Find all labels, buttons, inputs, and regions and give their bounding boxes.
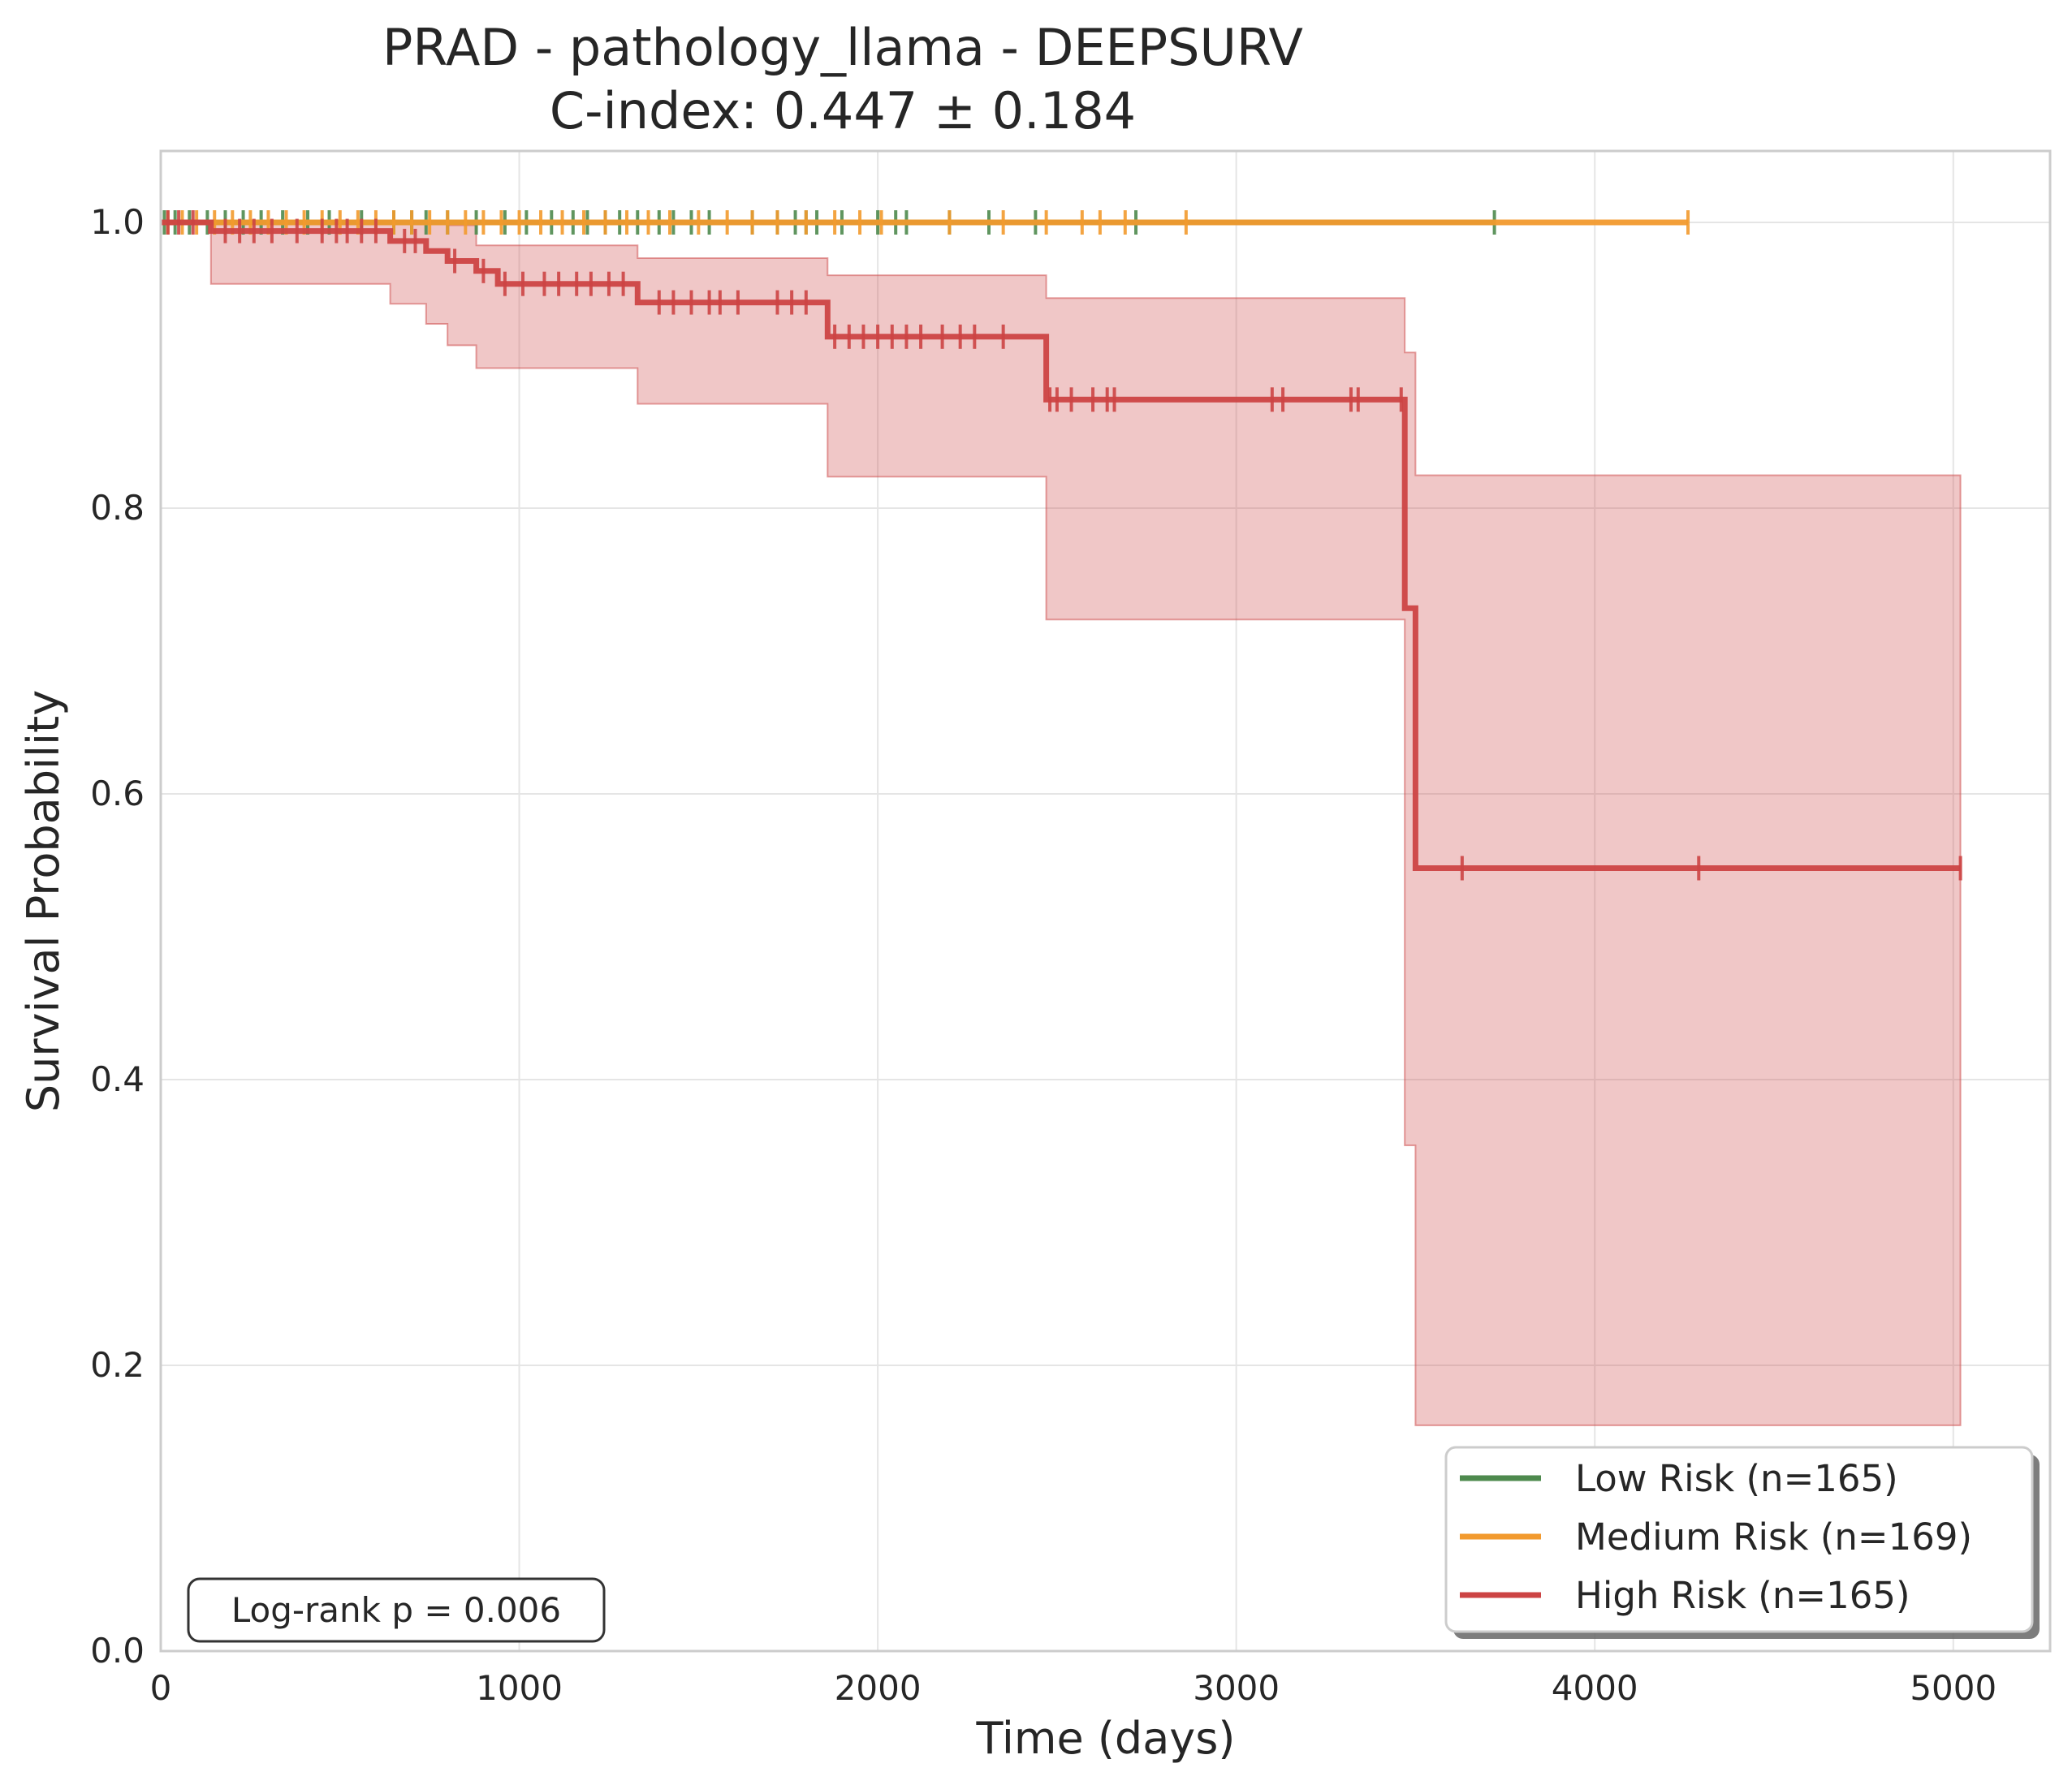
chart-title: PRAD - pathology_llama - DEEPSURV	[382, 18, 1303, 77]
x-tick-label: 4000	[1552, 1668, 1638, 1708]
high-risk-legend-label: High Risk (n=165)	[1575, 1574, 1910, 1617]
confidence-bands	[161, 222, 1962, 1426]
y-tick-label: 0.2	[90, 1345, 145, 1385]
legend-box	[1444, 1446, 2034, 1633]
plot-frame	[159, 149, 2052, 1653]
y-tick-label: 1.0	[90, 202, 145, 242]
pvalue-box	[187, 1577, 606, 1643]
y-tick-label: 0.8	[90, 488, 145, 528]
y-axis-ticks: 0.0 0.2 0.4 0.6 0.8 1.0	[90, 202, 145, 1671]
x-tick-label: 0	[150, 1668, 172, 1708]
legend: Low Risk (n=165) Medium Risk (n=169) High …	[1444, 1446, 2040, 1639]
y-axis-label: Survival Probability	[18, 690, 69, 1112]
y-tick-label: 0.6	[90, 774, 145, 813]
x-axis-label: Time (days)	[976, 1713, 1236, 1764]
y-tick-label: 0.0	[90, 1631, 145, 1671]
y-tick-label: 0.4	[90, 1059, 145, 1099]
survival-curves	[161, 210, 1962, 881]
medium-risk-legend-label: Medium Risk (n=169)	[1575, 1516, 1972, 1559]
high-risk-curve	[161, 219, 1961, 871]
high-risk-ci-band	[161, 222, 1962, 1426]
grid	[160, 151, 2050, 1652]
x-tick-label: 3000	[1193, 1668, 1280, 1708]
low-risk-legend-label: Low Risk (n=165)	[1575, 1457, 1898, 1500]
x-tick-label: 1000	[476, 1668, 563, 1708]
x-tick-label: 5000	[1910, 1668, 1996, 1708]
x-axis-ticks: 0 1000 2000 3000 4000 5000	[150, 1668, 1997, 1708]
x-tick-label: 2000	[835, 1668, 922, 1708]
pvalue-text: Log-rank p = 0.006	[231, 1590, 561, 1630]
chart-subtitle: C-index: 0.447 ± 0.184	[550, 81, 1136, 140]
pvalue-annotation: Log-rank p = 0.006	[187, 1577, 606, 1643]
